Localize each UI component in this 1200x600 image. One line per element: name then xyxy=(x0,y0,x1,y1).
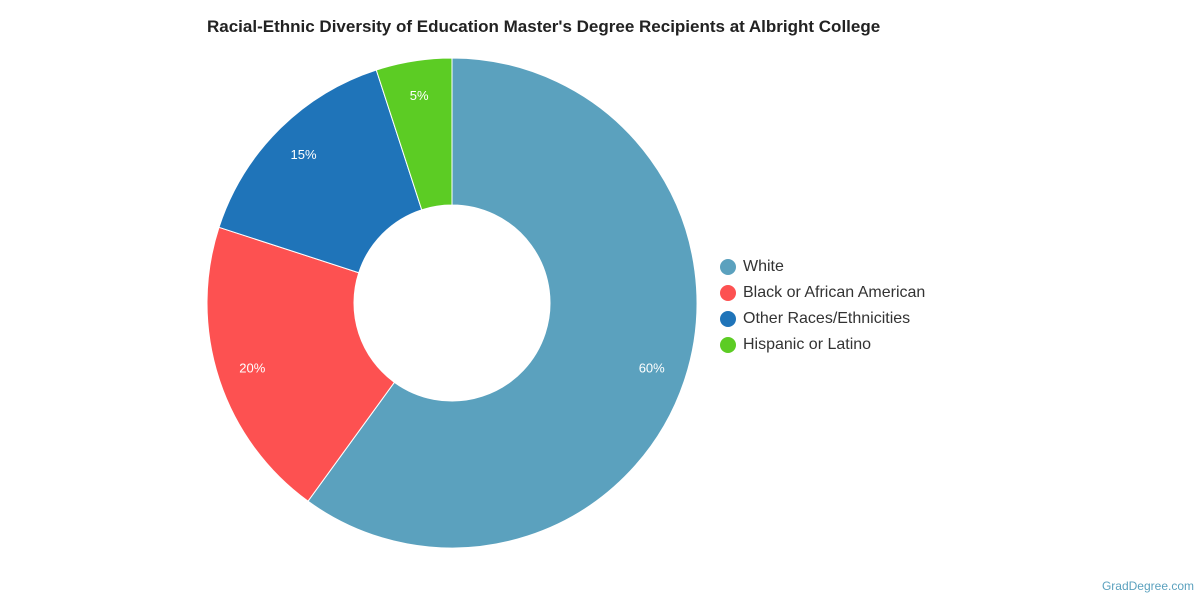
slice-black-or-african-american[interactable] xyxy=(206,226,396,502)
legend-item-black-or-african-american[interactable]: Black or African American xyxy=(720,280,925,306)
legend-swatch-icon xyxy=(720,311,736,327)
legend-label: Black or African American xyxy=(743,284,926,301)
legend-item-hispanic-or-latino[interactable]: Hispanic or Latino xyxy=(720,332,925,358)
slice-hispanic-or-latino[interactable] xyxy=(375,57,453,211)
slice-white[interactable] xyxy=(307,57,698,549)
slice-other-races-ethnicities[interactable] xyxy=(218,69,423,274)
legend-swatch-icon xyxy=(720,285,736,301)
slice-label-other-races-ethnicities: 15% xyxy=(290,147,316,162)
slice-label-white: 60% xyxy=(639,360,665,375)
legend-swatch-icon xyxy=(720,337,736,353)
legend-item-white[interactable]: White xyxy=(720,254,925,280)
legend-swatch-icon xyxy=(720,259,736,275)
legend-label: Hispanic or Latino xyxy=(743,336,872,353)
slice-label-black-or-african-american: 20% xyxy=(239,360,265,375)
credit-link[interactable]: GradDegree.com xyxy=(1101,579,1194,593)
slice-label-hispanic-or-latino: 5% xyxy=(410,88,429,103)
legend-item-other-races-ethnicities[interactable]: Other Races/Ethnicities xyxy=(720,306,925,332)
legend-label: Other Races/Ethnicities xyxy=(743,310,911,327)
legend-label: White xyxy=(743,258,784,275)
chart-title: Racial-Ethnic Diversity of Education Mas… xyxy=(207,17,881,36)
legend: White Black or African American Other Race… xyxy=(720,254,925,358)
